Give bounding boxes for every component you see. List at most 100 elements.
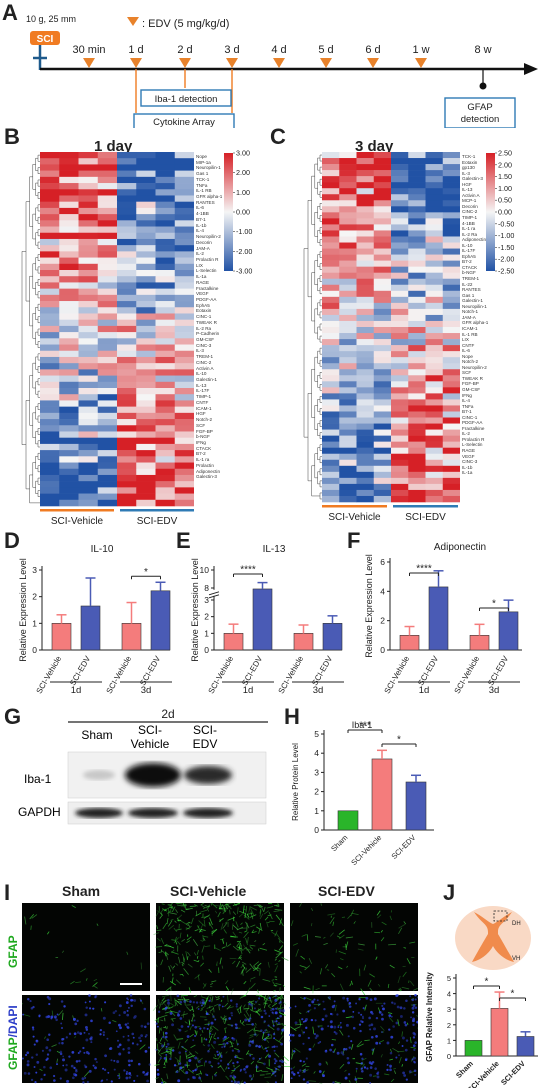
heatmap-cell	[136, 493, 156, 501]
heatmap-cell	[391, 176, 409, 183]
dapi-nucleus	[164, 1035, 168, 1039]
gfap-signal	[185, 907, 193, 911]
dapi-nucleus	[277, 1022, 281, 1025]
heatmap-cell	[391, 308, 409, 316]
heatmap-cell	[59, 369, 79, 376]
dapi-nucleus	[207, 1044, 210, 1047]
dapi-nucleus	[144, 1035, 147, 1038]
dapi-nucleus	[404, 1023, 408, 1027]
heatmap-cell	[356, 200, 375, 207]
gene-label: FGF-BP	[462, 381, 479, 387]
dendrogram-branch	[319, 444, 322, 451]
gfap-signal	[308, 1080, 317, 1082]
heatmap-cell	[391, 188, 409, 195]
heatmap-cell	[97, 425, 118, 432]
gfap-signal	[171, 1018, 174, 1022]
dapi-nucleus	[359, 1052, 363, 1056]
gene-label: IL-1b	[462, 464, 473, 470]
dendrogram-branch	[35, 207, 38, 221]
heatmap-cell	[373, 489, 392, 497]
gfap-signal	[260, 1044, 264, 1049]
gfap-signal	[158, 1053, 162, 1058]
heatmap-cell	[356, 399, 375, 406]
heatmap-cell	[442, 308, 460, 316]
dapi-nucleus	[78, 1059, 81, 1063]
gfap-signal	[267, 961, 270, 968]
heatmap-cell	[322, 363, 340, 370]
gfap-signal	[276, 1007, 284, 1010]
y-tick-label: 2	[447, 1021, 451, 1030]
dapi-nucleus	[178, 1010, 181, 1013]
heatmap-3day-gene-labels: TCK-1 Eotaxin gp130 IL-3 Galectin-3 HGF IL-13 A…	[462, 154, 488, 476]
gene-label: RANTES	[196, 199, 215, 205]
heatmap-cell	[373, 158, 392, 165]
heatmap-cell	[408, 447, 426, 455]
heatmap-cell	[391, 357, 409, 364]
dapi-nucleus	[110, 1080, 113, 1083]
heatmap-cell	[136, 232, 156, 240]
heatmap-cell	[339, 393, 357, 400]
dapi-nucleus	[79, 1032, 83, 1035]
gfap-signal	[377, 983, 381, 987]
heatmap-cell	[136, 176, 156, 184]
gene-label: Adiponectin	[462, 237, 487, 243]
dapi-nucleus	[84, 1076, 87, 1079]
dapi-nucleus	[335, 1032, 338, 1035]
bar	[337, 810, 359, 831]
heatmap-cell	[40, 481, 60, 488]
gfap-signal	[176, 917, 180, 922]
gfap-signal	[194, 1030, 198, 1036]
heatmap-cell	[59, 319, 79, 327]
dapi-nucleus	[273, 1045, 276, 1048]
dapi-nucleus	[313, 998, 316, 1001]
gene-label: L-Selectin	[462, 442, 483, 448]
gfap-signal	[156, 925, 159, 930]
heatmap-cell	[408, 459, 426, 467]
gfap-signal	[211, 903, 218, 909]
gfap-signal	[186, 921, 191, 925]
heatmap-cell	[59, 412, 79, 420]
dapi-nucleus	[403, 1007, 406, 1010]
dapi-nucleus	[179, 1066, 183, 1070]
heatmap-cell	[322, 296, 340, 304]
heatmap-cell	[339, 363, 357, 370]
heatmap-cell	[155, 251, 176, 258]
edv-dose-marker	[273, 58, 285, 68]
dapi-nucleus	[127, 1059, 131, 1063]
dapi-nucleus	[183, 999, 187, 1003]
heatmap-cell	[117, 437, 137, 445]
panel-label-a: A	[2, 0, 18, 25]
gfap-signal	[209, 996, 212, 1001]
heatmap-cell	[40, 288, 60, 296]
gfap-signal	[274, 908, 283, 911]
gene-label: TWEAK R	[196, 319, 217, 325]
dapi-nucleus	[411, 1058, 414, 1061]
heatmap-cell	[442, 188, 460, 195]
gfap-signal	[211, 929, 218, 935]
heatmap-cell	[117, 263, 137, 271]
gfap-signal	[246, 913, 250, 918]
heatmap-cell	[117, 238, 137, 246]
heatmap-cell	[136, 195, 156, 202]
dapi-nucleus	[128, 1072, 132, 1075]
blot-lane-vehicle-2: Vehicle	[131, 737, 170, 751]
timepoint-label: 30 min	[72, 44, 105, 56]
blot-row-iba1: Iba-1	[24, 772, 52, 786]
gfap-signal	[224, 980, 229, 985]
dapi-nucleus	[126, 1025, 129, 1029]
heatmap-cell	[174, 419, 194, 426]
heatmap-cell	[391, 290, 409, 298]
heatmap-cell	[442, 387, 460, 394]
gfap-signal	[357, 1043, 364, 1048]
heatmap-cell	[97, 201, 118, 209]
gene-label: PDGF-AA	[462, 420, 483, 426]
dendrogram-branch	[32, 362, 36, 389]
heatmap-cell	[174, 288, 194, 296]
gene-label: SCF	[196, 422, 206, 428]
heatmap-cell	[356, 320, 375, 328]
heatmap-cell	[59, 214, 79, 221]
gfap-signal	[294, 1047, 301, 1053]
dapi-nucleus	[361, 1057, 364, 1060]
heatmap-cell	[322, 224, 340, 231]
gfap-signal	[367, 979, 372, 987]
